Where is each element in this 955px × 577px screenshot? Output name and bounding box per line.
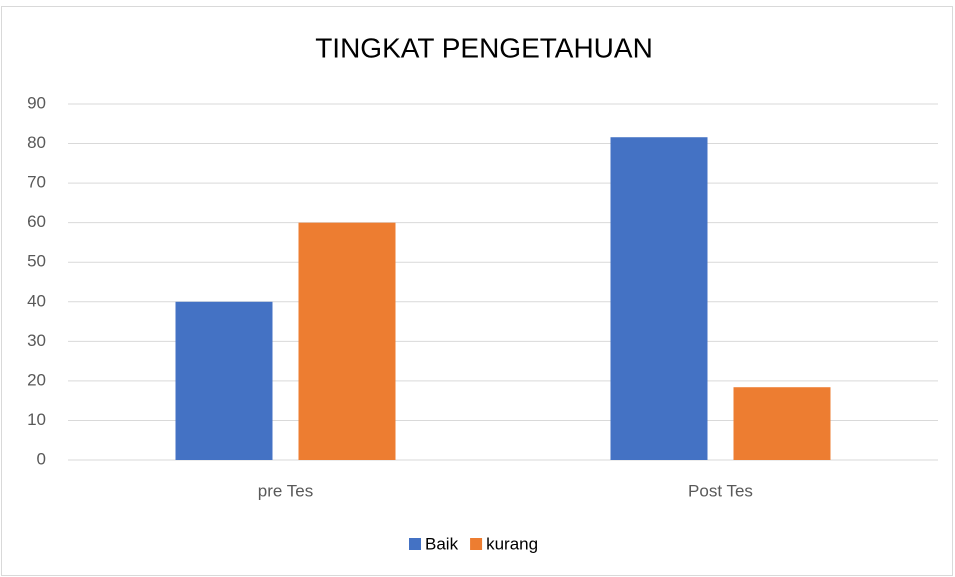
legend-label: Baik — [425, 534, 459, 553]
chart-title: TINGKAT PENGETAHUAN — [315, 32, 653, 63]
y-tick-label: 30 — [27, 331, 46, 350]
y-tick-label: 70 — [27, 173, 46, 192]
bar — [298, 222, 396, 460]
bar — [175, 301, 273, 460]
y-tick-label: 80 — [27, 133, 46, 152]
y-tick-label: 50 — [27, 252, 46, 271]
y-tick-label: 20 — [27, 370, 46, 389]
y-tick-label: 60 — [27, 212, 46, 231]
bar — [610, 137, 708, 460]
legend-swatch — [409, 538, 421, 550]
legend-swatch — [470, 538, 483, 550]
legend-label: kurang — [486, 534, 538, 553]
bar — [733, 387, 831, 460]
x-tick-label: Post Tes — [688, 481, 753, 500]
chart-frame — [1, 6, 953, 576]
y-tick-label: 40 — [27, 291, 46, 310]
y-tick-label: 10 — [27, 410, 46, 429]
y-tick-label: 0 — [37, 449, 46, 468]
y-tick-label: 90 — [27, 93, 46, 112]
x-tick-label: pre Tes — [258, 481, 313, 500]
